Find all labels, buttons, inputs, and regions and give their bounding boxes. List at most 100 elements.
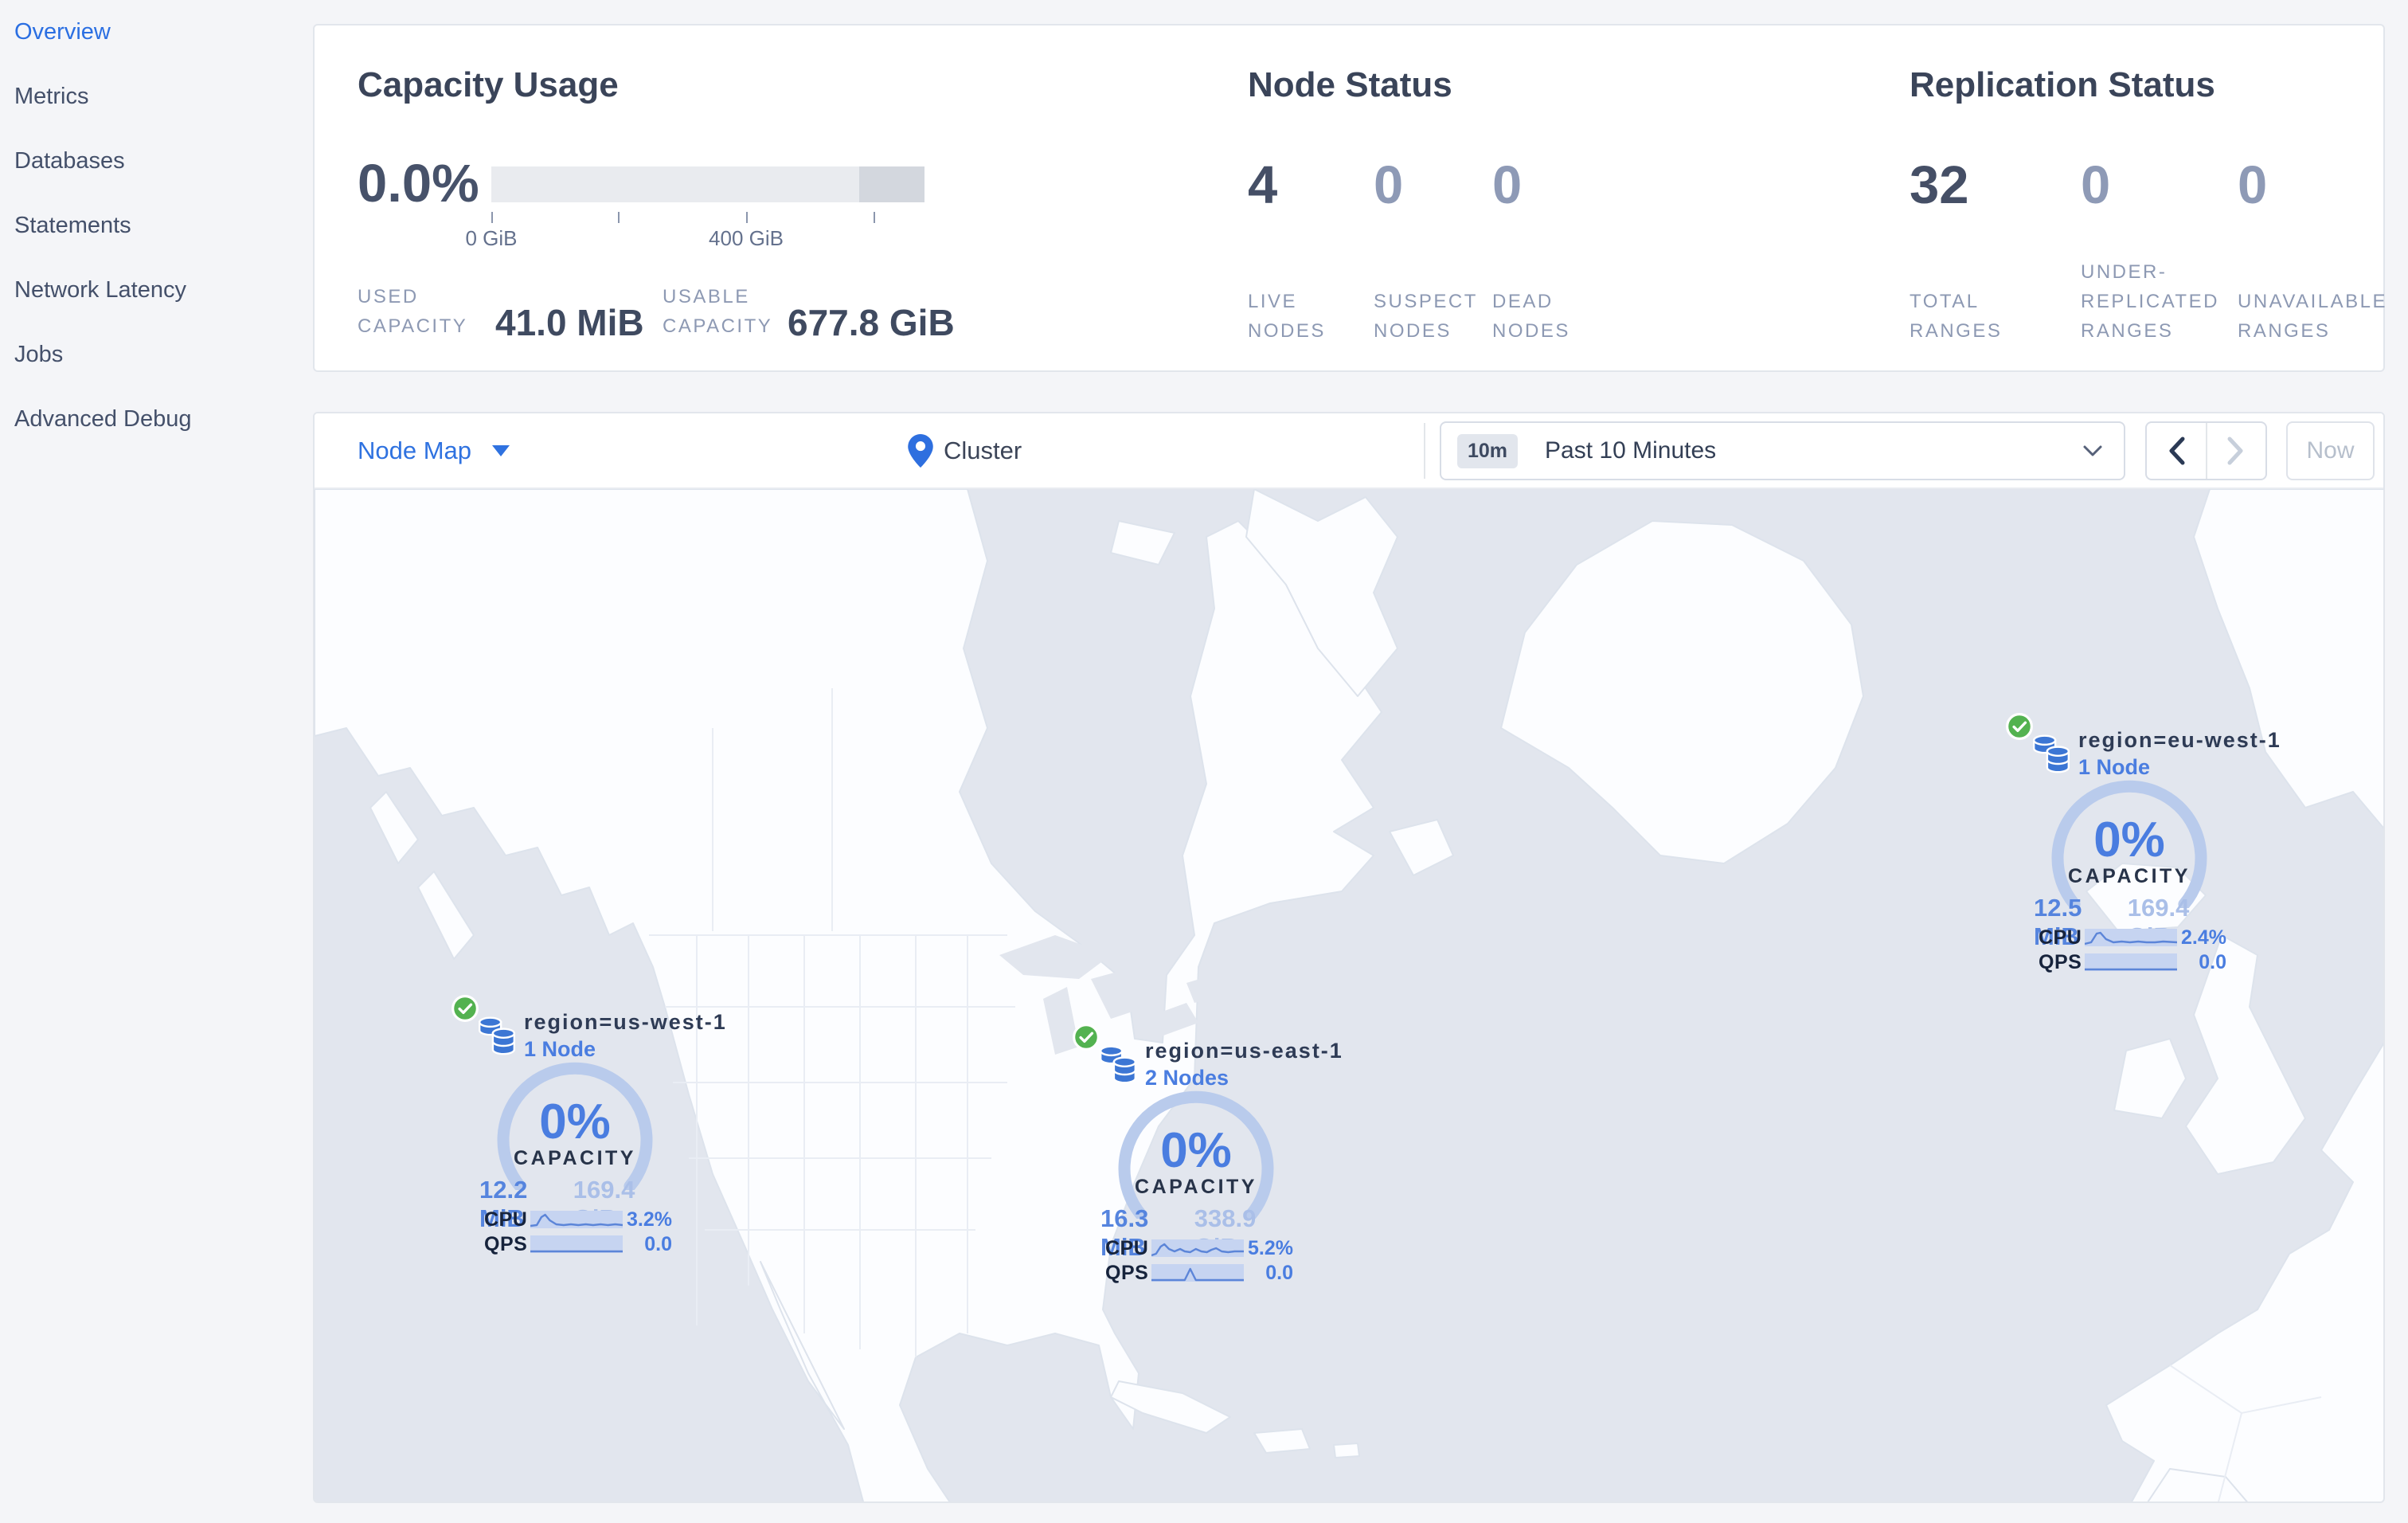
stat-value: 0 <box>1374 155 1404 215</box>
sidebar-item-overview[interactable]: Overview <box>14 19 111 45</box>
cluster-summary-panel: Capacity Usage 0.0% 0 GiB 400 GiB USED CA… <box>313 24 2388 372</box>
chevron-right-icon <box>2227 437 2243 465</box>
time-range-badge: 10m <box>1457 433 1519 468</box>
database-stack-icon <box>478 1016 516 1055</box>
breadcrumb-cluster[interactable]: Cluster <box>908 413 1022 487</box>
capacity-axis-tick <box>874 212 875 223</box>
sidebar-item-metrics[interactable]: Metrics <box>14 84 89 109</box>
qps-value: 0.0 <box>1265 1261 1293 1284</box>
time-back-button[interactable] <box>2147 423 2206 479</box>
node-map-panel: Node Map Cluster 10m Past 10 Minutes <box>313 412 2385 1503</box>
region-used-capacity: 12.2 MiB <box>479 1176 528 1232</box>
time-nav-arrows <box>2145 421 2267 480</box>
qps-sparkline <box>2085 953 2177 971</box>
stat-value: 4 <box>1248 155 1278 215</box>
capacity-bar-reserved <box>858 166 924 202</box>
region-node-count-link[interactable]: 2 Nodes <box>1145 1066 1229 1090</box>
region-capacity-label: CAPACITY <box>1135 1176 1257 1198</box>
region-capacity-percent: 0% <box>1160 1123 1232 1178</box>
sidebar-item-databases[interactable]: Databases <box>14 148 125 174</box>
capacity-axis-tick <box>618 212 620 223</box>
capacity-gauge-arc <box>497 1062 653 1190</box>
stat-label: SUSPECT NODES <box>1374 291 1478 342</box>
replication-status-title: Replication Status <box>1910 65 2215 104</box>
caret-down-icon <box>492 444 510 456</box>
qps-label: QPS <box>2039 950 2082 973</box>
view-mode-dropdown[interactable]: Node Map <box>358 413 510 487</box>
toolbar-divider <box>1424 423 1425 479</box>
qps-value: 0.0 <box>644 1232 672 1255</box>
stat-label: DEAD NODES <box>1492 291 1570 342</box>
region-used-capacity: 16.3 MiB <box>1100 1204 1149 1261</box>
qps-value: 0.0 <box>2199 950 2226 973</box>
capacity-gauge-arc <box>2051 780 2207 908</box>
region-used-capacity: 12.5 MiB <box>2034 894 2082 950</box>
qps-sparkline <box>530 1235 623 1253</box>
region-node-count-link[interactable]: 1 Node <box>2078 755 2151 779</box>
region-capacity-label: CAPACITY <box>2068 865 2191 887</box>
stat-label: LIVE NODES <box>1248 291 1326 342</box>
cpu-label: CPU <box>484 1208 528 1231</box>
region-marker-eu-west-1[interactable]: region=eu-west-1 1 Node 0% CAPACITY 12.5… <box>2002 713 2280 980</box>
stat-value: 32 <box>1910 155 1969 215</box>
qps-label: QPS <box>484 1232 528 1255</box>
capacity-axis-tick <box>491 212 493 223</box>
cpu-value: 5.2% <box>1248 1236 1293 1259</box>
breadcrumb-label: Cluster <box>944 436 1022 464</box>
capacity-gauge-arc <box>1118 1090 1274 1219</box>
stat-value: 0 <box>1492 155 1523 215</box>
usable-capacity-label: USABLE CAPACITY <box>663 286 773 337</box>
sidebar-item-statements[interactable]: Statements <box>14 213 131 238</box>
qps-sparkline <box>1151 1264 1244 1282</box>
map-pin-icon <box>908 433 933 468</box>
node-status-section: Node Status 4 LIVE NODES 0 SUSPECT NODES 0 DEAD… <box>1248 25 1885 370</box>
region-name: region=eu-west-1 <box>2078 728 2281 752</box>
time-forward-button[interactable] <box>2207 423 2266 479</box>
region-capacity-percent: 0% <box>2093 812 2165 867</box>
world-map <box>315 489 2383 1501</box>
stat-label: UNAVAILABLE RANGES <box>2238 291 2388 342</box>
sidebar: Overview Metrics Databases Statements Networ… <box>0 0 313 1523</box>
time-range-select[interactable]: 10m Past 10 Minutes <box>1440 421 2125 480</box>
capacity-axis-label: 0 GiB <box>465 226 518 250</box>
capacity-usage-section: Capacity Usage 0.0% 0 GiB 400 GiB USED CA… <box>358 25 1233 370</box>
arrows-divider <box>2205 423 2207 479</box>
database-stack-icon <box>1099 1045 1137 1084</box>
map-toolbar: Node Map Cluster 10m Past 10 Minutes <box>315 413 2383 489</box>
qps-label: QPS <box>1105 1261 1149 1284</box>
region-marker-us-east-1[interactable]: region=us-east-1 2 Nodes 0% CAPACITY 16.… <box>1069 1024 1342 1290</box>
now-button[interactable]: Now <box>2286 421 2375 480</box>
view-mode-label: Node Map <box>358 436 472 464</box>
region-capacity-label: CAPACITY <box>514 1147 636 1169</box>
usable-capacity-value: 677.8 GiB <box>788 302 955 343</box>
cpu-value: 3.2% <box>627 1208 672 1231</box>
used-capacity-value: 41.0 MiB <box>495 302 644 343</box>
sidebar-item-network-latency[interactable]: Network Latency <box>14 277 186 303</box>
stat-value: 0 <box>2238 155 2268 215</box>
healthy-check-icon <box>1073 1024 1100 1051</box>
capacity-usage-title: Capacity Usage <box>358 65 619 104</box>
region-node-count-link[interactable]: 1 Node <box>524 1037 596 1061</box>
stat-value: 0 <box>2081 155 2111 215</box>
region-name: region=us-west-1 <box>524 1010 727 1034</box>
database-stack-icon <box>2032 734 2070 773</box>
region-name: region=us-east-1 <box>1145 1039 1343 1063</box>
sidebar-item-advanced-debug[interactable]: Advanced Debug <box>14 406 192 432</box>
cpu-sparkline <box>2085 929 2177 946</box>
capacity-bar <box>491 166 924 202</box>
chevron-down-icon <box>2083 445 2102 456</box>
chevron-left-icon <box>2169 437 2185 465</box>
capacity-axis-tick <box>746 212 748 223</box>
capacity-axis-label: 400 GiB <box>709 226 784 250</box>
used-capacity-label: USED CAPACITY <box>358 286 468 337</box>
capacity-used-percent: 0.0% <box>358 154 479 213</box>
cpu-sparkline <box>530 1211 623 1228</box>
node-map: region=us-west-1 1 Node 0% CAPACITY 12.2… <box>315 489 2383 1501</box>
region-marker-us-west-1[interactable]: region=us-west-1 1 Node 0% CAPACITY 12.2… <box>448 995 725 1262</box>
cpu-value: 2.4% <box>2181 926 2226 949</box>
region-capacity-percent: 0% <box>539 1094 611 1149</box>
stat-label: UNDER- REPLICATED RANGES <box>2081 261 2219 342</box>
cpu-label: CPU <box>1105 1236 1149 1259</box>
sidebar-item-jobs[interactable]: Jobs <box>14 342 64 367</box>
